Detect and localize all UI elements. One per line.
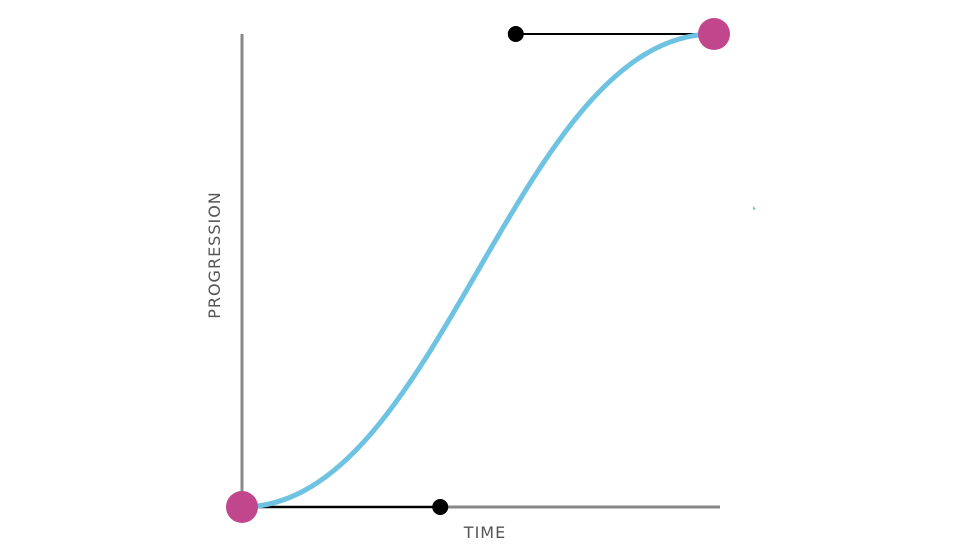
control-point-2[interactable] — [507, 26, 524, 42]
small-mark — [753, 206, 756, 210]
end-anchor-point[interactable] — [698, 18, 730, 50]
control-point-1[interactable] — [432, 499, 449, 515]
start-anchor-point[interactable] — [226, 491, 258, 523]
easing-curve — [239, 31, 717, 510]
x-axis-label: TIME — [463, 523, 506, 542]
y-axis-label: PROGRESSION — [205, 191, 224, 319]
